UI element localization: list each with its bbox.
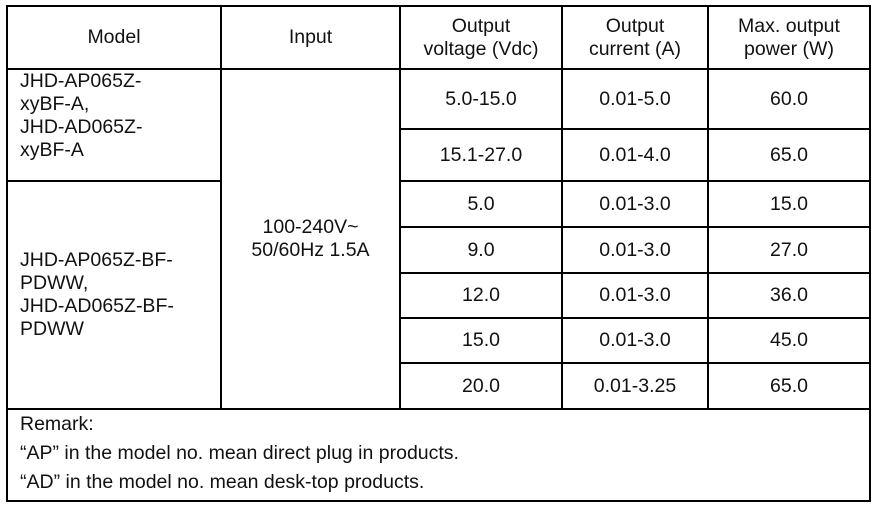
- header-voltage-line2: voltage (Vdc): [423, 37, 539, 60]
- power-cell: 65.0: [707, 128, 871, 182]
- header-current: Output current (A): [561, 5, 709, 70]
- model-cell: JHD-AP065Z- xyBF-A, JHD-AD065Z- xyBF-A: [6, 68, 222, 182]
- power-cell: 27.0: [707, 226, 871, 274]
- header-voltage-line1: Output: [451, 14, 511, 37]
- power-cell: 45.0: [707, 317, 871, 364]
- input-line: 50/60Hz 1.5A: [251, 239, 370, 261]
- specification-table: Model Input Output voltage (Vdc) Output cu…: [6, 5, 871, 502]
- remark-cell: Remark: “AP” in the model no. mean direc…: [6, 408, 871, 502]
- input-cell: 100-240V~ 50/60Hz 1.5A: [220, 68, 401, 410]
- current-cell: 0.01-5.0: [561, 68, 709, 130]
- power-cell: 60.0: [707, 68, 871, 130]
- model-line: JHD-AP065Z-: [20, 70, 142, 92]
- current-cell: 0.01-3.0: [561, 272, 709, 319]
- voltage-cell: 5.0-15.0: [399, 68, 563, 130]
- table-row: 12.0 0.01-3.0 36.0: [7, 272, 871, 319]
- voltage-cell: 9.0: [399, 226, 563, 274]
- model-line: xyBF-A: [20, 139, 84, 161]
- header-voltage: Output voltage (Vdc): [399, 5, 563, 70]
- power-cell: 36.0: [707, 272, 871, 319]
- model-line: xyBF-A,: [20, 93, 90, 115]
- model-line: PDWW: [20, 318, 84, 340]
- model-line: JHD-AD065Z-: [20, 116, 143, 138]
- remark-line: “AD” in the model no. mean desk-top prod…: [20, 471, 425, 493]
- model-line: JHD-AD065Z-BF-: [20, 295, 174, 317]
- table-row: 20.0 0.01-3.25 65.0: [7, 362, 871, 410]
- current-cell: 0.01-3.0: [561, 317, 709, 364]
- remark-line: “AP” in the model no. mean direct plug i…: [20, 442, 459, 464]
- header-power: Max. output power (W): [707, 5, 871, 70]
- header-model: Model: [6, 5, 222, 70]
- header-current-line1: Output: [605, 14, 665, 37]
- model-cell: JHD-AP065Z-BF- PDWW, JHD-AD065Z-BF- PDWW: [6, 180, 222, 410]
- remark-row: Remark: “AP” in the model no. mean direc…: [6, 408, 871, 502]
- table-row: 15.1-27.0 0.01-4.0 65.0: [7, 128, 871, 182]
- current-cell: 0.01-4.0: [561, 128, 709, 182]
- model-line: PDWW,: [20, 272, 89, 294]
- power-cell: 15.0: [707, 180, 871, 228]
- input-line: 100-240V~: [262, 216, 359, 238]
- header-power-line2: power (W): [744, 37, 834, 60]
- table-row: JHD-AP065Z- xyBF-A, JHD-AD065Z- xyBF-A 1…: [6, 68, 871, 410]
- header-input: Input: [220, 5, 401, 70]
- model-line: JHD-AP065Z-BF-: [20, 249, 173, 271]
- current-cell: 0.01-3.0: [561, 180, 709, 228]
- table-row: 9.0 0.01-3.0 27.0: [7, 226, 871, 274]
- table-row: JHD-AP065Z-BF- PDWW, JHD-AD065Z-BF- PDWW…: [6, 180, 871, 410]
- table-row: 15.0 0.01-3.0 45.0: [7, 317, 871, 364]
- header-current-line2: current (A): [588, 37, 682, 60]
- voltage-cell: 5.0: [399, 180, 563, 228]
- voltage-cell: 12.0: [399, 272, 563, 319]
- voltage-cell: 15.1-27.0: [399, 128, 563, 182]
- power-cell: 65.0: [707, 362, 871, 410]
- current-cell: 0.01-3.0: [561, 226, 709, 274]
- voltage-cell: 15.0: [399, 317, 563, 364]
- header-row: Model Input Output voltage (Vdc) Output cu…: [6, 5, 871, 70]
- remark-title: Remark:: [20, 413, 94, 435]
- header-power-line1: Max. output: [738, 14, 840, 37]
- current-cell: 0.01-3.25: [561, 362, 709, 410]
- voltage-cell: 20.0: [399, 362, 563, 410]
